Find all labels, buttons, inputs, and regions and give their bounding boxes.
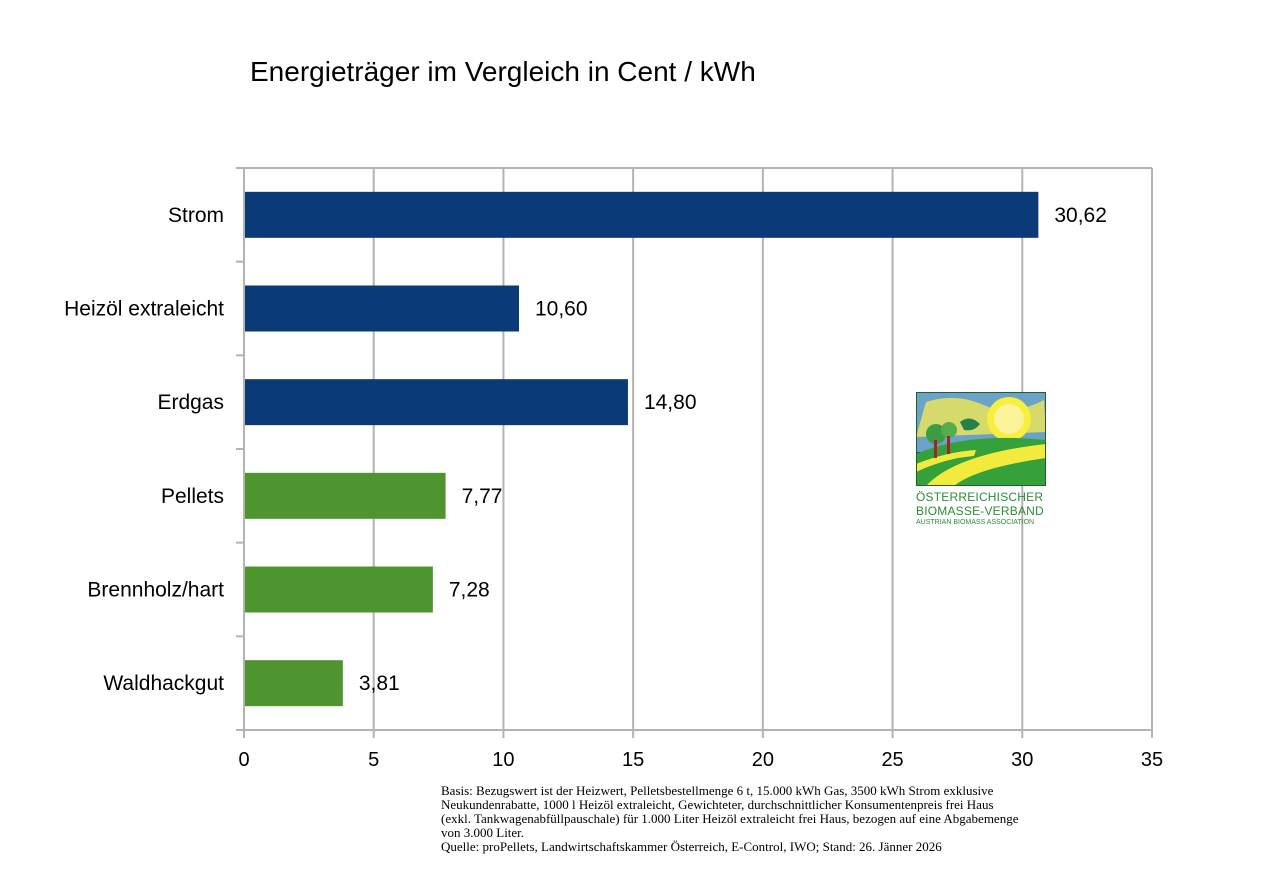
- landscape-sun-logo-image: [916, 392, 1046, 486]
- value-label: 3,81: [359, 672, 400, 695]
- bar-5: [245, 660, 343, 707]
- category-label: Strom: [168, 204, 224, 227]
- category-label: Waldhackgut: [103, 672, 224, 695]
- value-label: 14,80: [644, 391, 697, 414]
- bar-4: [245, 566, 433, 613]
- bar-2: [245, 379, 628, 426]
- x-tick-label: 25: [881, 749, 903, 771]
- biomasse-verband-logo: ÖSTERREICHISCHER BIOMASSE-VERBAND AUSTRI…: [916, 392, 1048, 542]
- category-label: Erdgas: [157, 391, 224, 414]
- footnote-line-4: von 3.000 Liter.: [441, 825, 525, 840]
- logo-line-2: BIOMASSE-VERBAND: [916, 504, 1044, 518]
- footnote-line-2: Neukundenrabatte, 1000 l Heizöl extralei…: [441, 797, 994, 812]
- footnote-line-3: (exkl. Tankwagenabfüllpauschale) für 1.0…: [441, 811, 1019, 826]
- bar-0: [245, 191, 1039, 238]
- x-tick-label: 5: [368, 749, 379, 771]
- value-label: 30,62: [1054, 204, 1107, 227]
- logo-line-3: AUSTRIAN BIOMASS ASSOCIATION: [916, 519, 1035, 526]
- value-label: 7,77: [462, 485, 503, 508]
- bar-3: [245, 472, 446, 519]
- logo-line-1: ÖSTERREICHISCHER: [916, 490, 1044, 504]
- x-tick-label: 30: [1011, 749, 1033, 771]
- footnote-line-1: Basis: Bezugswert ist der Heizwert, Pell…: [441, 783, 994, 798]
- x-tick-label: 10: [492, 749, 514, 771]
- x-tick-label: 15: [622, 749, 644, 771]
- x-tick-label: 35: [1141, 749, 1163, 771]
- value-label: 7,28: [449, 579, 490, 602]
- chart-title: Energieträger im Vergleich in Cent / kWh: [250, 56, 756, 87]
- category-label: Heizöl extraleicht: [64, 298, 224, 321]
- value-label: 10,60: [535, 298, 588, 321]
- x-tick-label: 20: [752, 749, 774, 771]
- footnote-line-5: Quelle: proPellets, Landwirtschaftskamme…: [441, 839, 942, 854]
- footnote: Basis: Bezugswert ist der Heizwert, Pell…: [441, 784, 1171, 854]
- x-tick-label: 0: [238, 749, 249, 771]
- bar-1: [245, 285, 519, 332]
- category-label: Pellets: [161, 485, 224, 508]
- category-label: Brennholz/hart: [87, 579, 224, 602]
